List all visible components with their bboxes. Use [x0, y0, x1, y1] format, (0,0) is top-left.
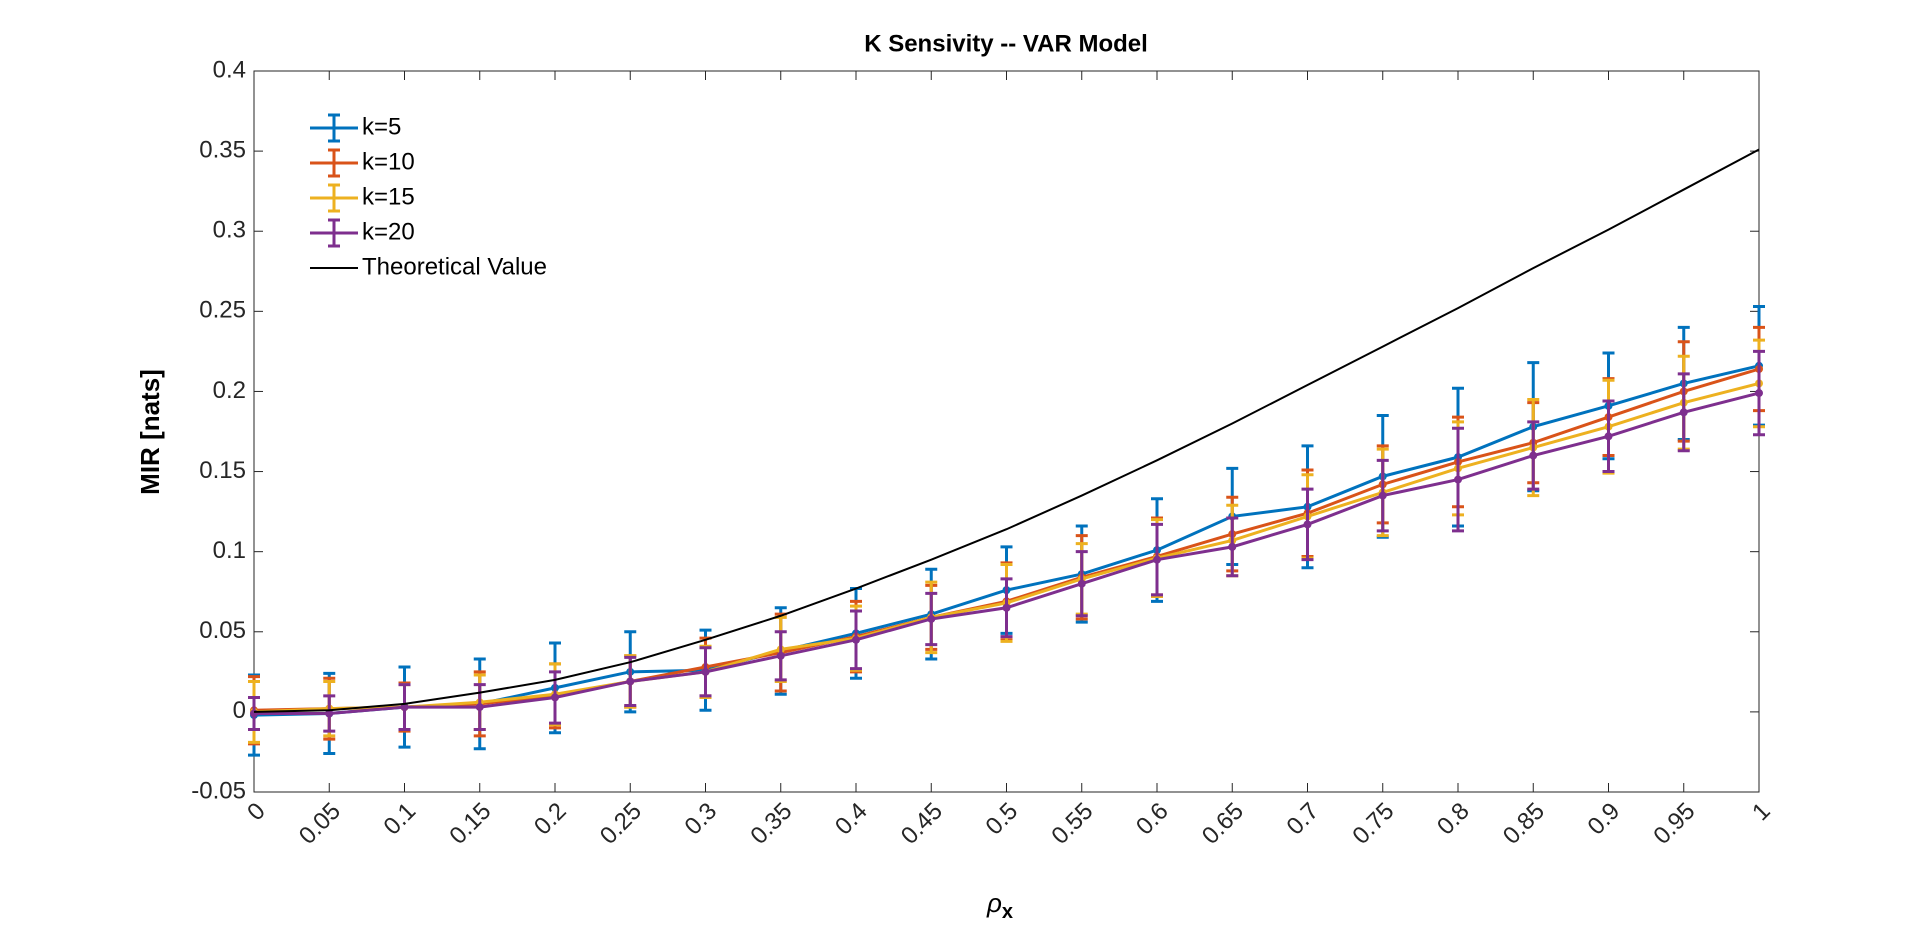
- x-tick-label: 0.15: [444, 798, 496, 850]
- legend-label: k=10: [362, 148, 415, 175]
- chart-title: K Sensivity -- VAR Model: [864, 30, 1148, 57]
- point: [400, 703, 409, 712]
- point: [1679, 408, 1688, 417]
- x-tick-label: 0.35: [745, 798, 797, 850]
- point: [250, 709, 258, 718]
- point: [1002, 603, 1011, 612]
- legend-label: k=5: [362, 113, 401, 140]
- x-axis-label-subscript: x: [1002, 901, 1013, 923]
- x-tick-label: 0.2: [529, 798, 572, 841]
- legend-errorbar: [328, 183, 340, 213]
- point: [1529, 451, 1538, 460]
- plot-area: [253, 70, 1760, 793]
- y-axis-label: MIR [nats]: [135, 369, 165, 495]
- x-tick-label: 1: [1747, 798, 1776, 827]
- x-tick-label: 0.95: [1648, 798, 1700, 850]
- x-tick-label: 0.75: [1347, 798, 1399, 850]
- x-tick-label: 0.65: [1197, 798, 1249, 850]
- x-tick-label: 0.05: [294, 798, 346, 850]
- y-tick-label: 0.2: [213, 377, 246, 404]
- legend-errorbar: [328, 113, 340, 143]
- point: [1755, 389, 1763, 398]
- point: [626, 677, 635, 686]
- y-tick-label: 0.35: [199, 136, 246, 163]
- y-tick-label: 0.25: [199, 297, 246, 324]
- x-tick-label: 0.45: [896, 798, 948, 850]
- point: [927, 614, 936, 623]
- x-tick-label: 0.1: [379, 798, 422, 841]
- y-tick-label: 0.15: [199, 457, 246, 484]
- x-axis-label: ρx: [986, 888, 1013, 923]
- point: [1228, 542, 1237, 551]
- y-tick-label: 0.1: [213, 537, 246, 564]
- point: [1077, 579, 1086, 588]
- legend-label: Theoretical Value: [362, 253, 547, 280]
- point: [701, 667, 710, 676]
- x-tick-label: 0.55: [1046, 798, 1098, 850]
- point: [325, 709, 334, 718]
- point: [1454, 475, 1462, 484]
- x-tick-label: 0.5: [981, 798, 1024, 841]
- point: [1153, 555, 1161, 564]
- y-tick-label: 0.4: [213, 56, 246, 83]
- x-tick-label: 0.9: [1583, 798, 1626, 841]
- y-tick-label: 0: [233, 697, 246, 724]
- y-tick-label: -0.05: [191, 777, 246, 804]
- point: [475, 703, 484, 712]
- y-tick-label: 0.3: [213, 217, 246, 244]
- legend-errorbar: [328, 148, 340, 178]
- x-tick-label: 0.8: [1432, 798, 1475, 841]
- x-tick-label: 0.6: [1131, 798, 1174, 841]
- x-tick-label: 0.85: [1498, 798, 1550, 850]
- point: [1378, 491, 1387, 500]
- legend-label: k=15: [362, 183, 415, 210]
- x-tick-label: 0.4: [830, 798, 873, 841]
- x-tick-label: 0: [242, 798, 271, 827]
- series-line: [253, 148, 1760, 713]
- legend-label: k=20: [362, 218, 415, 245]
- x-tick-label: 0.25: [595, 798, 647, 850]
- point: [1604, 432, 1613, 441]
- point: [852, 635, 860, 644]
- point: [1303, 520, 1312, 529]
- point: [551, 693, 559, 702]
- point: [776, 651, 785, 660]
- x-axis-label-symbol: ρ: [986, 888, 1002, 918]
- legend-errorbar: [328, 218, 340, 248]
- y-tick-label: 0.05: [199, 617, 246, 644]
- x-tick-label: 0.7: [1282, 798, 1325, 841]
- x-tick-label: 0.3: [680, 798, 723, 841]
